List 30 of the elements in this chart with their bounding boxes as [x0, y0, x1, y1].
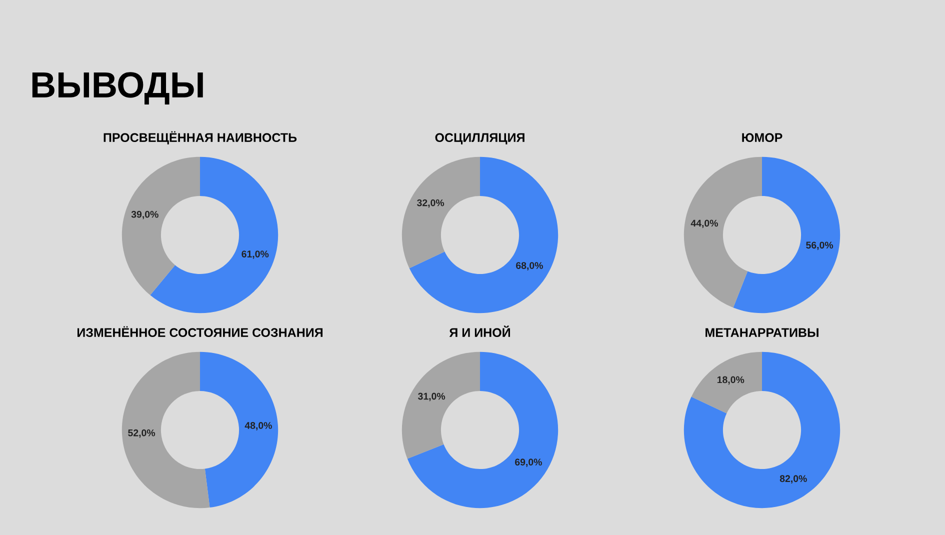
data-label: 82,0% [780, 475, 807, 484]
data-label: 48,0% [244, 422, 272, 430]
donut-slice [684, 352, 840, 508]
chart-title: ОСЦИЛЛЯЦИЯ [435, 133, 524, 144]
data-label: 69,0% [515, 458, 542, 467]
donut-slice [402, 352, 480, 459]
donut-slice [122, 352, 210, 508]
chart-title: Я И ИНОЙ [449, 326, 510, 338]
chart-title: ПРОСВЕЩЁННАЯ НАИВНОСТЬ [104, 131, 297, 144]
data-label: 32,0% [416, 199, 444, 208]
donut-slice [409, 156, 558, 314]
chart-title: ИЗМЕНЁННОЕ СОСТОЯНИЕ СОЗНАНИЯ [77, 326, 323, 338]
donut-slice [402, 156, 480, 268]
data-label: 68,0% [516, 262, 543, 270]
donut-slice [733, 156, 840, 314]
donut-slice [200, 352, 278, 508]
donut-slice [122, 156, 200, 296]
chart-title: ЮМОР [742, 133, 782, 142]
text: ВЫВОДЫ [32, 72, 203, 105]
data-label: 44,0% [690, 220, 718, 228]
data-label: 56,0% [806, 242, 834, 250]
data-label: 52,0% [128, 429, 156, 438]
donut-slice [407, 352, 558, 508]
donut-slice [684, 156, 762, 308]
data-label: 61,0% [242, 250, 269, 259]
chart-title: МЕТАНАРРАТИВЫ [706, 328, 818, 337]
data-label: 18,0% [717, 376, 744, 385]
donut-slice [691, 352, 762, 414]
data-label: 31,0% [418, 392, 446, 402]
data-label: 39,0% [131, 210, 158, 220]
